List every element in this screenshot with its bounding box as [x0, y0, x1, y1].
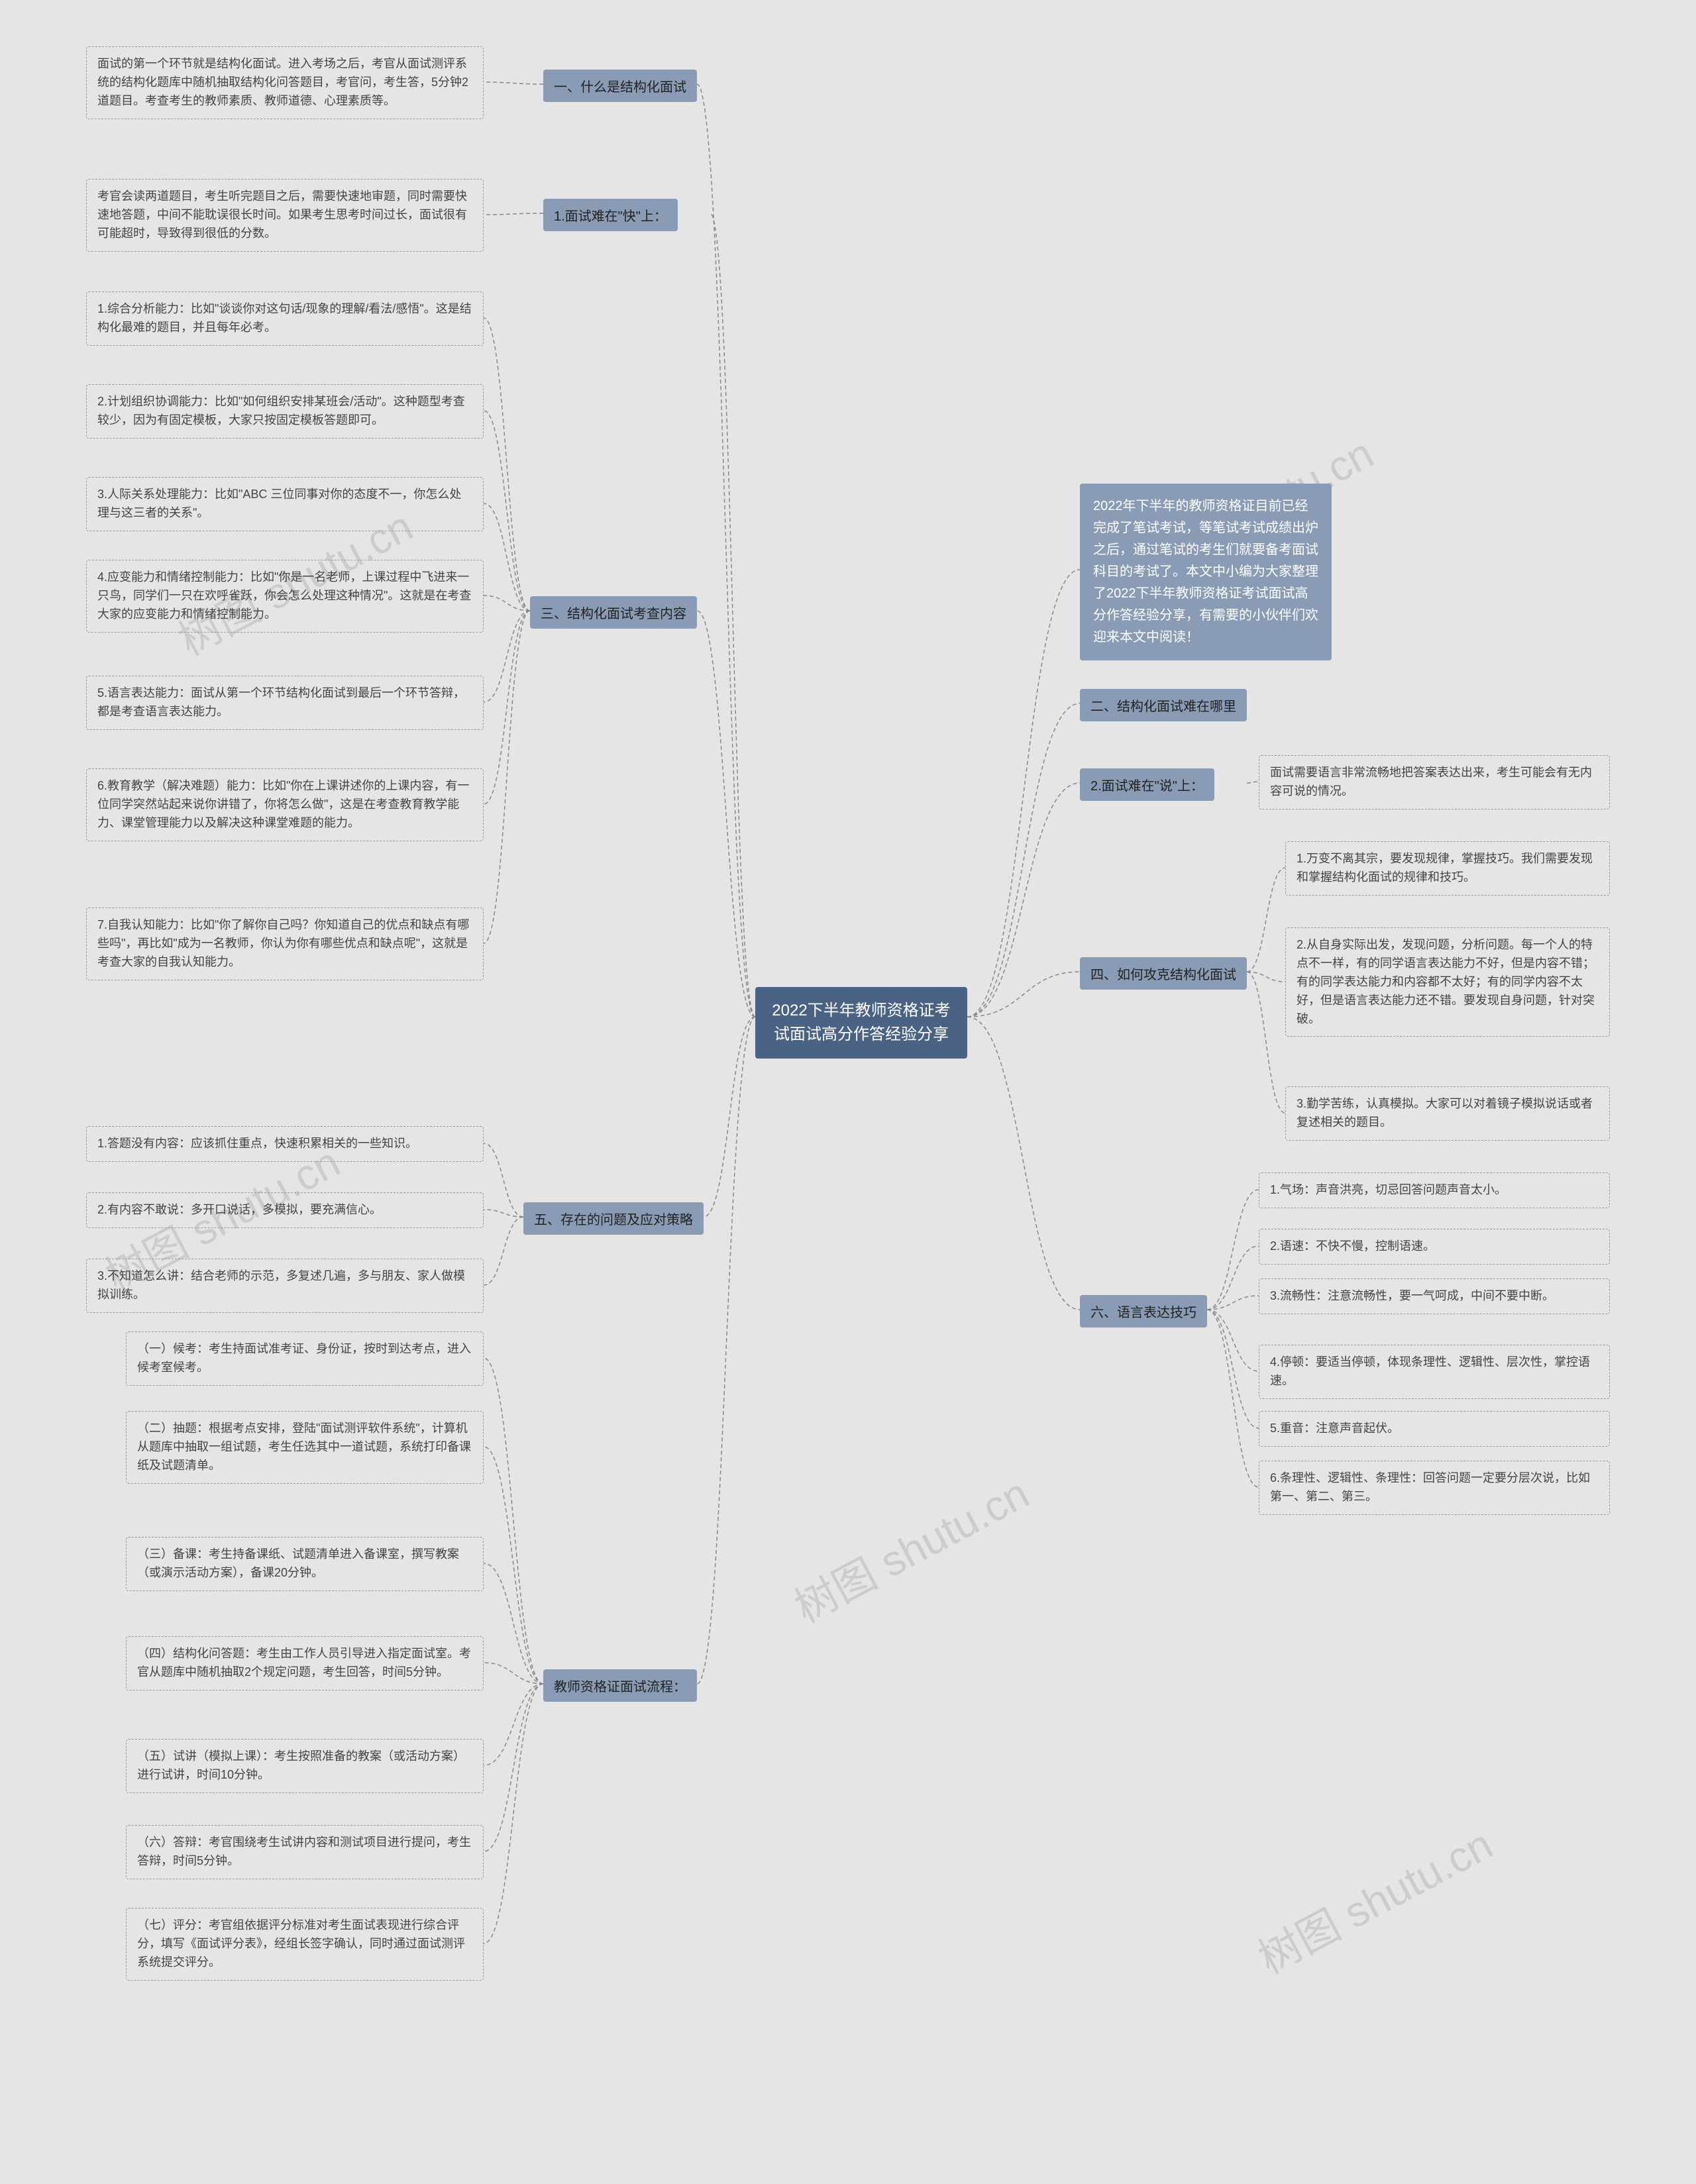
branch-node: 一、什么是结构化面试 — [543, 70, 697, 102]
branch-node: 三、结构化面试考查内容 — [530, 596, 697, 629]
connector — [1247, 782, 1259, 783]
connector — [967, 703, 1080, 1017]
connector — [484, 1217, 523, 1285]
connector — [484, 1143, 523, 1217]
connector — [484, 611, 530, 702]
branch-node: 五、存在的问题及应对策略 — [523, 1202, 704, 1235]
leaf-node: 1.气场：声音洪亮，切忌回答问题声音太小。 — [1259, 1172, 1610, 1208]
leaf-node: 6.条理性、逻辑性、条理性：回答问题一定要分层次说，比如第一、第二、第三。 — [1259, 1461, 1610, 1515]
connector — [1207, 1296, 1259, 1310]
connector — [1207, 1310, 1259, 1371]
watermark: 树图 shutu.cn — [782, 1460, 1038, 1634]
connector — [967, 972, 1080, 1017]
leaf-node: （三）备课：考生持备课纸、试题清单进入备课室，撰写教案（或演示活动方案），备课2… — [126, 1537, 484, 1591]
branch-node: 教师资格证面试流程： — [543, 1669, 697, 1702]
leaf-node: （二）抽题：根据考点安排，登陆"面试测评软件系统"，计算机从题库中抽取一组试题，… — [126, 1411, 484, 1484]
leaf-node: （一）候考：考生持面试准考证、身份证，按时到达考点，进入候考室候考。 — [126, 1331, 484, 1386]
leaf-node: 2.计划组织协调能力：比如"如何组织安排某班会/活动"。这种题型考查较少，因为有… — [86, 384, 484, 439]
connector — [697, 611, 755, 1017]
connector — [484, 411, 530, 611]
connector — [484, 596, 530, 611]
connector — [1207, 1310, 1259, 1428]
leaf-node: （四）结构化问答题：考生由工作人员引导进入指定面试室。考官从题库中随机抽取2个规… — [126, 1636, 484, 1690]
connector — [710, 213, 755, 1017]
connector — [484, 611, 530, 943]
leaf-node: 考官会读两道题目，考生听完题目之后，需要快速地审题，同时需要快速地答题，中间不能… — [86, 179, 484, 252]
connector — [484, 1663, 543, 1684]
connector — [704, 1017, 755, 1217]
leaf-node: 1.综合分析能力：比如"谈谈你对这句话/现象的理解/看法/感悟"。这是结构化最难… — [86, 291, 484, 346]
leaf-node: （七）评分：考官组依据评分标准对考生面试表现进行综合评分，填写《面试评分表》，经… — [126, 1908, 484, 1981]
leaf-node: 3.勤学苦练，认真模拟。大家可以对着镜子模拟说话或者复述相关的题目。 — [1285, 1086, 1610, 1141]
leaf-node: 面试的第一个环节就是结构化面试。进入考场之后，考官从面试测评系统的结构化题库中随… — [86, 46, 484, 119]
connector — [1207, 1190, 1259, 1310]
connector — [1207, 1310, 1259, 1487]
leaf-node: 1.万变不离其宗，要发现规律，掌握技巧。我们需要发现和掌握结构化面试的规律和技巧… — [1285, 841, 1610, 896]
branch-node: 四、如何攻克结构化面试 — [1080, 957, 1247, 990]
connector — [1207, 1246, 1259, 1310]
leaf-node: 3.流畅性：注意流畅性，要一气呵成，中间不要中断。 — [1259, 1278, 1610, 1314]
connector — [967, 570, 1080, 1017]
connector — [1247, 868, 1285, 972]
leaf-node: 5.重音：注意声音起伏。 — [1259, 1411, 1610, 1447]
connector — [484, 318, 530, 611]
connector — [697, 1017, 755, 1684]
connector — [484, 1684, 543, 1944]
connector — [484, 1358, 543, 1684]
connector — [484, 503, 530, 611]
leaf-node: （六）答辩：考官围绕考生试讲内容和测试项目进行提问，考生答辩，时间5分钟。 — [126, 1825, 484, 1879]
connector — [484, 1684, 543, 1851]
connector — [484, 1684, 543, 1765]
leaf-node: 面试需要语言非常流畅地把答案表达出来，考生可能会有无内容可说的情况。 — [1259, 755, 1610, 809]
connector — [1247, 972, 1285, 1113]
leaf-node: （五）试讲（模拟上课）：考生按照准备的教案（或活动方案）进行试讲，时间10分钟。 — [126, 1739, 484, 1793]
leaf-node: 3.人际关系处理能力：比如"ABC 三位同事对你的态度不一，你怎么处理与这三者的… — [86, 477, 484, 531]
branch-node: 1.面试难在"快"上： — [543, 199, 678, 231]
branch-node: 六、语言表达技巧 — [1080, 1295, 1207, 1327]
leaf-node: 5.语言表达能力：面试从第一个环节结构化面试到最后一个环节答辩，都是考查语言表达… — [86, 676, 484, 730]
connector — [484, 611, 530, 804]
leaf-node: 6.教育教学（解决难题）能力：比如"你在上课讲述你的上课内容，有一位同学突然站起… — [86, 768, 484, 841]
connector — [697, 84, 755, 1017]
leaf-node: 2.语速：不快不慢，控制语速。 — [1259, 1229, 1610, 1265]
watermark: 树图 shutu.cn — [1246, 1811, 1502, 1985]
connector — [484, 1563, 543, 1684]
leaf-node: 2.有内容不敢说：多开口说话，多模拟，要充满信心。 — [86, 1192, 484, 1228]
leaf-node: 3.不知道怎么讲：结合老师的示范，多复述几遍，多与朋友、家人做模拟训练。 — [86, 1259, 484, 1313]
connector — [484, 1447, 543, 1684]
leaf-node: 4.应变能力和情绪控制能力：比如"你是一名老师，上课过程中飞进来一只鸟，同学们一… — [86, 560, 484, 633]
connector — [484, 82, 543, 84]
leaf-node: 2.从自身实际出发，发现问题，分析问题。每一个人的特点不一样，有的同学语言表达能… — [1285, 927, 1610, 1037]
connector — [967, 1017, 1080, 1310]
connector — [484, 1210, 523, 1217]
intro-node: 2022年下半年的教师资格证目前已经完成了笔试考试，等笔试考试成绩出炉之后，通过… — [1080, 484, 1332, 660]
branch-node: 二、结构化面试难在哪里 — [1080, 689, 1247, 721]
leaf-node: 7.自我认知能力：比如"你了解你自己吗？你知道自己的优点和缺点有哪些吗"，再比如… — [86, 908, 484, 980]
connector — [967, 783, 1080, 1017]
connector — [484, 213, 543, 215]
branch-node: 2.面试难在"说"上： — [1080, 768, 1214, 801]
leaf-node: 1.答题没有内容：应该抓住重点，快速积累相关的一些知识。 — [86, 1126, 484, 1162]
connector — [1247, 972, 1285, 982]
leaf-node: 4.停顿：要适当停顿，体现条理性、逻辑性、层次性，掌控语速。 — [1259, 1345, 1610, 1399]
center-node: 2022下半年教师资格证考试面试高分作答经验分享 — [755, 987, 967, 1059]
